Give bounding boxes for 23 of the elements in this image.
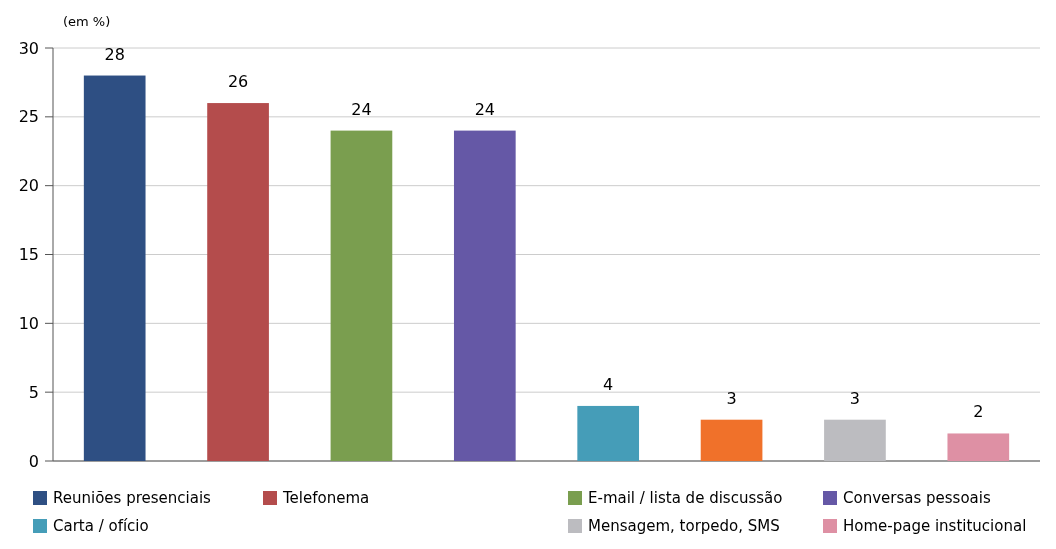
legend-label: Reuniões presenciais [53, 489, 212, 508]
y-tick-label: 0 [28, 451, 39, 471]
data-label: 3 [849, 388, 861, 408]
y-tick-label: 5 [28, 382, 39, 402]
data-label: 4 [603, 374, 614, 394]
legend-label: Home-page institucional [843, 517, 1027, 536]
y-tick-label: 30 [18, 38, 39, 58]
data-label: 3 [726, 388, 737, 408]
y-axis-title: (em %) [63, 14, 111, 29]
data-label: 24 [474, 99, 495, 119]
y-tick-label: 25 [18, 107, 39, 127]
y-tick-label: 10 [18, 313, 39, 333]
data-label: 2 [973, 402, 984, 422]
y-tick-label: 15 [18, 245, 39, 265]
legend-label: Conversas pessoais [843, 489, 991, 508]
legend-label: Telefonema [282, 489, 370, 508]
y-tick-label: 20 [18, 176, 39, 196]
data-label: 26 [227, 72, 249, 92]
data-label: 28 [104, 44, 125, 64]
legend-label: E-mail / lista de discussão [588, 489, 783, 508]
legend-label: Carta / ofício [53, 517, 149, 536]
data-label: 24 [351, 99, 372, 119]
legend-label: Mensagem, torpedo, SMS [588, 517, 780, 536]
